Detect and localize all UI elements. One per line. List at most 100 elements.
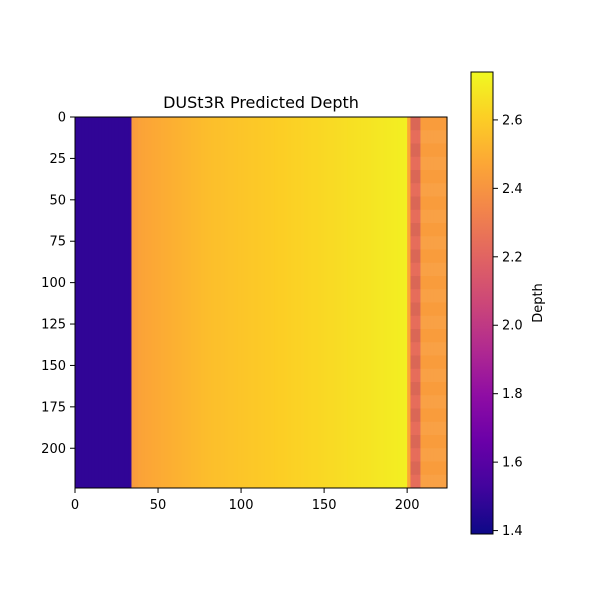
heatmap-column [383,117,388,488]
heatmap-column [393,117,398,488]
heatmap-column [287,117,292,488]
heatmap-column [118,117,123,488]
heatmap-column [440,117,445,488]
heatmap-column [234,117,239,488]
heatmap-row-highlight [420,421,447,435]
colorbar-tick-label: 2.6 [502,113,523,128]
heatmap-column [161,117,166,488]
heatmap-column [373,117,378,488]
heatmap-column [354,117,358,488]
heatmap-column [254,117,259,488]
heatmap-column [427,117,431,488]
heatmap-column [224,117,229,488]
heatmap-column [154,117,159,488]
heatmap-column [363,117,368,488]
heatmap-column [294,117,299,488]
heatmap-column [131,117,136,488]
heatmap-column [314,117,319,488]
heatmap-column [390,117,395,488]
heatmap-column [264,117,269,488]
heatmap-column [191,117,196,488]
plot-frame [74,116,448,489]
heatmap-column [377,117,382,488]
heatmap-column [407,117,412,488]
colorbar-tick-label: 1.6 [502,456,523,471]
heatmap-column [214,117,219,488]
heatmap-column [403,117,408,488]
heatmap-column [324,117,329,488]
heatmap-column [367,117,372,488]
heatmap-column [337,117,342,488]
heatmap-column [194,117,199,488]
heatmap-row-shade [410,382,421,396]
heatmap-column [84,117,89,488]
heatmap-row-shade [410,461,421,475]
heatmap-row-shade [410,302,421,316]
heatmap-row-highlight [420,342,447,356]
heatmap-column [187,117,192,488]
heatmap-column [88,117,93,488]
heatmap-row-shade [410,355,421,369]
heatmap-column [207,117,212,488]
heatmap-row-highlight [420,315,447,329]
colorbar-tick-label: 1.4 [502,524,523,539]
heatmap-column [197,117,202,488]
x-tick-label: 200 [395,498,420,513]
colorbar-tick-label: 2.4 [502,182,523,197]
heatmap-column [98,117,103,488]
heatmap-column [420,117,425,488]
heatmap-column [247,117,252,488]
colorbar-tick-label: 1.8 [502,387,523,402]
heatmap-column [290,117,295,488]
heatmap-row-shade [410,143,421,157]
heatmap-column [237,117,242,488]
colorbar [471,72,493,534]
heatmap-column [327,117,332,488]
heatmap-column [400,117,405,488]
heatmap-column [433,117,438,488]
heatmap-row-shade [410,196,421,210]
heatmap-column [261,117,265,488]
heatmap-column [91,117,96,488]
heatmap-column [317,117,322,488]
heatmap-column [211,117,216,488]
heatmap-row-highlight [420,130,447,144]
x-tick-label: 150 [312,498,337,513]
heatmap-image [75,117,448,488]
y-tick-label: 0 [58,111,66,126]
heatmap-column [297,117,302,488]
heatmap-row-highlight [420,395,447,409]
heatmap-column [257,117,262,488]
heatmap-row-shade [410,117,421,131]
heatmap-column [300,117,305,488]
y-tick-label: 50 [49,193,66,208]
heatmap-column [164,117,169,488]
colorbar-label: Depth [531,283,546,323]
heatmap-row-highlight [420,209,447,223]
heatmap-column [347,117,352,488]
heatmap-column [417,117,422,488]
heatmap-column [128,117,133,488]
heatmap-column [104,117,109,488]
heatmap-column [158,117,162,488]
chart-title: DUSt3R Predicted Depth [163,93,359,112]
heatmap-column [144,117,149,488]
heatmap-column [81,117,86,488]
heatmap-column [227,117,232,488]
heatmap-column [410,117,415,488]
heatmap-row-shade [410,249,421,263]
heatmap-column [231,117,236,488]
colorbar-tick-label: 2.2 [502,250,523,265]
heatmap-column [121,117,126,488]
heatmap-column [241,117,245,488]
heatmap-row-shade [410,223,421,237]
heatmap-column [204,117,209,488]
heatmap-column [430,117,435,488]
y-tick-label: 200 [41,442,66,457]
heatmap-column [360,117,365,488]
heatmap-column [350,117,355,488]
heatmap-column [413,117,418,488]
heatmap-row-shade [410,435,421,449]
y-tick-label: 75 [49,235,66,250]
heatmap-column [330,117,335,488]
